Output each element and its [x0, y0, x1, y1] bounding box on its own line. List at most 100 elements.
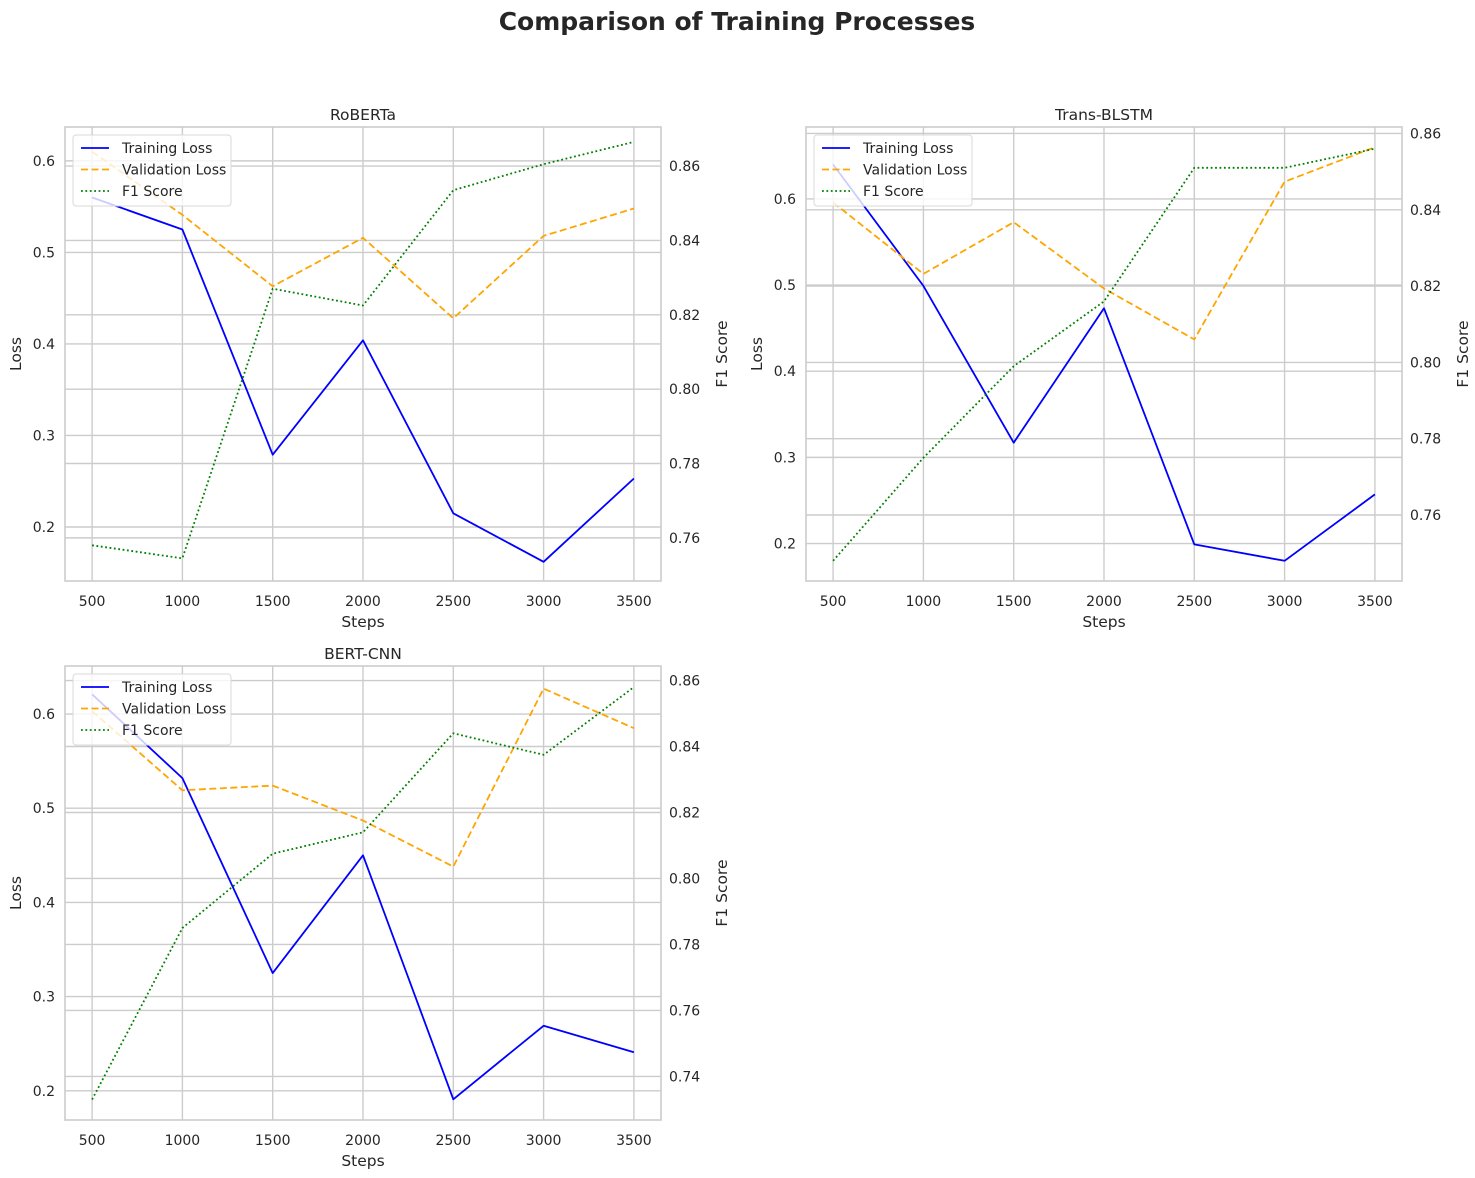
legend-frame [813, 134, 973, 207]
legend-label: Training Loss [121, 680, 212, 696]
x-tick-label: 2500 [1176, 594, 1212, 610]
subplot-0: 500 1000 1500 2000 2500 3000 3500 0.2 0.3 0.4 0.5 0… [7, 106, 731, 631]
axes-frame [64, 126, 662, 582]
x-tick-label: 1500 [255, 594, 291, 610]
y-tick-label: 0.2 [774, 537, 796, 553]
y2-tick-label: 0.82 [669, 308, 700, 324]
y2-tick-label: 0.76 [669, 1003, 700, 1019]
y2-axis-label: F1 Score [713, 859, 731, 926]
y2-axis-label: F1 Score [1454, 320, 1472, 387]
gridlines [65, 666, 661, 1120]
legend-frame [72, 134, 232, 207]
legend-label: F1 Score [122, 723, 183, 739]
y-tick-label: 0.3 [33, 428, 55, 444]
subplot-title: BERT-CNN [324, 645, 402, 663]
y2-tick-label: 0.82 [1410, 279, 1441, 295]
x-tick-label: 1500 [255, 1133, 291, 1149]
y-tick-label: 0.5 [33, 801, 55, 817]
axes-frame [805, 126, 1403, 582]
x-tick-label: 2500 [435, 1133, 471, 1149]
legend-label: F1 Score [122, 184, 183, 200]
subplot-title: Trans-BLSTM [1054, 106, 1153, 124]
y-tick-label: 0.2 [33, 1084, 55, 1100]
y2-tick-label: 0.84 [669, 740, 700, 756]
legend-label: Validation Loss [122, 702, 226, 718]
legend-label: Validation Loss [122, 163, 226, 179]
y2-tick-label: 0.86 [1410, 126, 1441, 142]
series-line-training-loss [91, 196, 635, 563]
y-axis-label: Loss [748, 337, 766, 371]
x-tick-label: 500 [820, 594, 847, 610]
y-tick-label: 0.6 [33, 707, 55, 723]
y-axis-label: Loss [7, 876, 25, 910]
x-tick-label: 1000 [165, 1133, 201, 1149]
legend: Training Loss Validation Loss F1 Score [72, 134, 232, 207]
x-axis-label: Steps [341, 1152, 384, 1170]
y2-tick-label: 0.86 [669, 159, 700, 175]
subplot-1: 500 1000 1500 2000 2500 3000 3500 0.2 0.3 0.4 0.5 0… [748, 106, 1472, 631]
series-line-f1-score [91, 686, 635, 1100]
x-tick-label: 2500 [435, 594, 471, 610]
series-line-validation-loss [832, 146, 1376, 341]
y-tick-label: 0.3 [33, 990, 55, 1006]
y2-tick-label: 0.78 [669, 457, 700, 473]
subplot-title: RoBERTa [330, 106, 396, 124]
series-line-training-loss [832, 163, 1376, 562]
legend-label: Validation Loss [863, 163, 967, 179]
series-line-f1-score [91, 141, 635, 560]
subplots: 500 1000 1500 2000 2500 3000 3500 0.2 0.3 0.4 0.5 0… [7, 106, 1472, 1170]
y2-axis-label: F1 Score [713, 320, 731, 387]
y2-tick-label: 0.80 [669, 382, 700, 398]
y2-tick-label: 0.80 [669, 871, 700, 887]
x-axis-label: Steps [341, 613, 384, 631]
x-tick-label: 3500 [616, 1133, 652, 1149]
legend: Training Loss Validation Loss F1 Score [72, 673, 232, 746]
x-tick-label: 3500 [616, 594, 652, 610]
y-tick-label: 0.6 [774, 192, 796, 208]
legend-frame [72, 673, 232, 746]
y-tick-label: 0.6 [33, 154, 55, 170]
y2-tick-label: 0.80 [1410, 355, 1441, 371]
legend-label: F1 Score [863, 184, 924, 200]
subplot-2: 500 1000 1500 2000 2500 3000 3500 0.2 0.3 0.4 0.5 0… [7, 645, 731, 1170]
x-tick-label: 500 [79, 1133, 106, 1149]
series-line-f1-score [832, 147, 1376, 562]
y2-tick-label: 0.84 [669, 233, 700, 249]
x-tick-label: 3000 [1267, 594, 1303, 610]
x-tick-label: 3000 [526, 1133, 562, 1149]
y2-tick-label: 0.86 [669, 674, 700, 690]
x-tick-label: 2000 [1086, 594, 1122, 610]
y2-tick-label: 0.82 [669, 805, 700, 821]
figure-title: Comparison of Training Processes [499, 7, 976, 36]
y-tick-label: 0.4 [33, 337, 55, 353]
legend-label: Training Loss [121, 141, 212, 157]
x-tick-label: 1500 [996, 594, 1032, 610]
x-tick-label: 3500 [1357, 594, 1393, 610]
x-tick-label: 3000 [526, 594, 562, 610]
y2-tick-label: 0.76 [1410, 508, 1441, 524]
series-line-training-loss [91, 693, 635, 1101]
y2-tick-label: 0.78 [669, 937, 700, 953]
legend-label: Training Loss [862, 141, 953, 157]
y-tick-label: 0.2 [33, 520, 55, 536]
x-tick-label: 1000 [165, 594, 201, 610]
x-tick-label: 1000 [906, 594, 942, 610]
y-axis-label: Loss [7, 337, 25, 371]
y-tick-label: 0.5 [33, 245, 55, 261]
y-tick-label: 0.3 [774, 450, 796, 466]
y-tick-label: 0.5 [774, 278, 796, 294]
x-tick-label: 2000 [345, 594, 381, 610]
y-tick-label: 0.4 [774, 364, 796, 380]
x-tick-label: 2000 [345, 1133, 381, 1149]
series-line-validation-loss [91, 150, 635, 320]
y2-tick-label: 0.74 [669, 1069, 700, 1085]
y-tick-label: 0.4 [33, 895, 55, 911]
y2-tick-label: 0.84 [1410, 203, 1441, 219]
series-line-validation-loss [91, 687, 635, 868]
x-axis-label: Steps [1082, 613, 1125, 631]
x-tick-label: 500 [79, 594, 106, 610]
y2-tick-label: 0.76 [669, 531, 700, 547]
y2-tick-label: 0.78 [1410, 432, 1441, 448]
legend: Training Loss Validation Loss F1 Score [813, 134, 973, 207]
